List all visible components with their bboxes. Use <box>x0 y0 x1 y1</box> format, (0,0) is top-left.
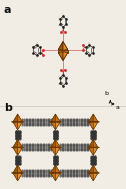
Polygon shape <box>51 147 55 155</box>
Polygon shape <box>13 148 22 155</box>
Polygon shape <box>49 121 55 122</box>
Polygon shape <box>51 148 60 155</box>
Polygon shape <box>89 139 93 147</box>
Polygon shape <box>87 173 93 174</box>
Polygon shape <box>51 114 60 121</box>
Polygon shape <box>58 52 63 60</box>
Polygon shape <box>58 53 68 60</box>
Polygon shape <box>93 122 99 123</box>
Polygon shape <box>55 121 62 122</box>
Polygon shape <box>58 42 63 50</box>
Polygon shape <box>18 122 22 130</box>
Polygon shape <box>13 174 22 181</box>
Polygon shape <box>18 114 22 122</box>
Polygon shape <box>51 165 55 173</box>
Polygon shape <box>89 114 93 122</box>
Polygon shape <box>13 122 18 130</box>
Polygon shape <box>87 147 93 148</box>
Polygon shape <box>13 114 22 121</box>
Polygon shape <box>89 148 98 155</box>
Polygon shape <box>93 172 99 173</box>
Polygon shape <box>93 173 98 181</box>
Polygon shape <box>11 173 18 174</box>
Polygon shape <box>18 121 24 122</box>
Polygon shape <box>87 172 93 173</box>
Polygon shape <box>49 173 55 174</box>
Polygon shape <box>55 114 60 122</box>
Polygon shape <box>93 122 98 130</box>
Polygon shape <box>18 172 24 173</box>
Polygon shape <box>55 165 60 173</box>
Polygon shape <box>93 121 99 122</box>
Polygon shape <box>13 114 18 122</box>
Text: b: b <box>4 103 12 113</box>
Polygon shape <box>89 147 93 155</box>
Polygon shape <box>89 173 93 181</box>
Polygon shape <box>93 147 99 148</box>
Polygon shape <box>51 139 60 147</box>
Polygon shape <box>58 50 68 53</box>
Polygon shape <box>11 147 18 148</box>
Polygon shape <box>89 139 98 147</box>
Polygon shape <box>63 42 68 50</box>
Polygon shape <box>51 174 60 181</box>
Polygon shape <box>13 123 22 130</box>
Text: a: a <box>116 105 120 110</box>
Polygon shape <box>18 147 24 148</box>
Polygon shape <box>11 122 18 123</box>
Polygon shape <box>87 121 93 122</box>
Polygon shape <box>13 165 22 172</box>
Polygon shape <box>89 174 98 181</box>
Polygon shape <box>93 147 98 155</box>
Polygon shape <box>18 165 22 173</box>
Polygon shape <box>18 139 22 147</box>
Text: a: a <box>4 5 11 15</box>
Polygon shape <box>51 165 60 172</box>
Polygon shape <box>18 173 22 181</box>
Polygon shape <box>89 165 93 173</box>
Polygon shape <box>51 123 60 130</box>
Polygon shape <box>55 173 60 181</box>
Polygon shape <box>55 172 62 173</box>
Polygon shape <box>55 147 62 148</box>
Polygon shape <box>49 122 55 123</box>
Polygon shape <box>63 52 68 60</box>
Polygon shape <box>55 122 60 130</box>
Polygon shape <box>13 139 18 147</box>
Polygon shape <box>89 165 98 172</box>
Text: b: b <box>104 91 108 96</box>
Polygon shape <box>49 172 55 173</box>
Polygon shape <box>93 114 98 122</box>
Polygon shape <box>89 122 93 130</box>
Polygon shape <box>13 139 22 147</box>
Polygon shape <box>87 122 93 123</box>
Polygon shape <box>11 121 18 122</box>
Polygon shape <box>51 122 55 130</box>
Polygon shape <box>55 147 60 155</box>
Polygon shape <box>89 114 98 121</box>
Polygon shape <box>51 114 55 122</box>
Polygon shape <box>55 122 62 123</box>
Polygon shape <box>18 147 22 155</box>
Polygon shape <box>89 123 98 130</box>
Polygon shape <box>93 165 98 173</box>
Polygon shape <box>13 165 18 173</box>
Polygon shape <box>93 173 99 174</box>
Polygon shape <box>51 139 55 147</box>
Polygon shape <box>18 173 24 174</box>
Polygon shape <box>13 173 18 181</box>
Polygon shape <box>55 139 60 147</box>
Polygon shape <box>58 42 68 50</box>
Polygon shape <box>93 139 98 147</box>
Polygon shape <box>55 173 62 174</box>
Polygon shape <box>18 122 24 123</box>
Polygon shape <box>11 172 18 173</box>
Polygon shape <box>13 147 18 155</box>
Polygon shape <box>51 173 55 181</box>
Polygon shape <box>49 147 55 148</box>
